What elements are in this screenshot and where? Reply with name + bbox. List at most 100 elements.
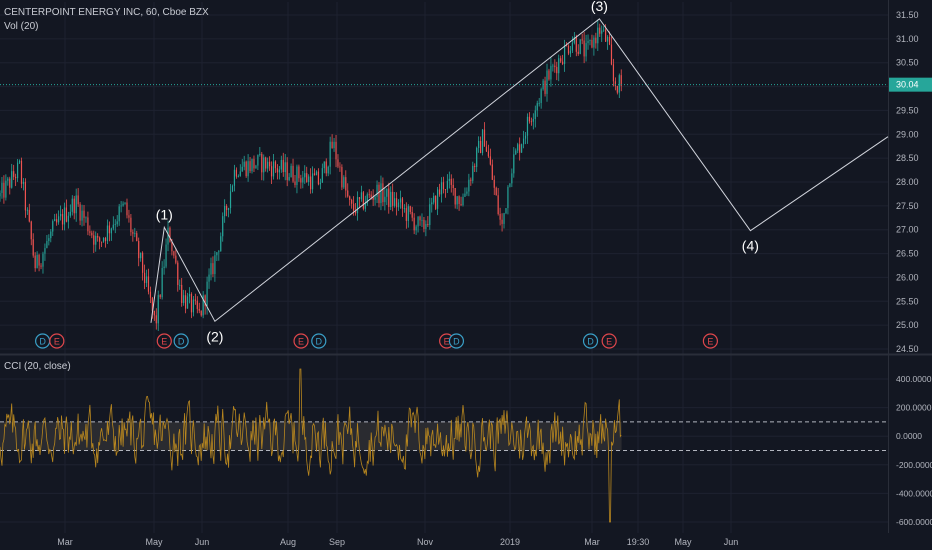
event-letter: E	[444, 337, 450, 347]
candle-body	[612, 64, 615, 82]
event-circle	[156, 333, 172, 349]
event-letter: E	[161, 337, 167, 347]
time-tick-label: May	[674, 537, 692, 547]
candle-body	[485, 146, 488, 152]
candle-body	[231, 185, 234, 192]
candle-body	[544, 80, 546, 94]
candle-body	[593, 37, 595, 48]
candle-body	[282, 159, 284, 173]
candle-body	[142, 252, 144, 273]
candle-body	[63, 207, 66, 225]
candle-body	[442, 182, 445, 190]
candle-body	[190, 293, 193, 313]
candle-body	[509, 183, 511, 187]
candle-body	[179, 284, 181, 286]
candle-body	[433, 195, 435, 203]
candle-body	[128, 215, 130, 218]
cci-legend[interactable]: CCI (20, close)	[4, 361, 71, 372]
dividend-event-badge: D	[582, 333, 599, 349]
candle-body	[366, 194, 368, 204]
candle-body	[464, 193, 466, 197]
dividend-event-badge: D	[448, 333, 465, 349]
candle-body	[565, 45, 568, 47]
cci-tick-label: -400.0000	[896, 488, 932, 498]
candle-body	[591, 40, 593, 48]
candle-body	[245, 161, 247, 177]
candle-body	[71, 198, 73, 212]
event-circle	[448, 333, 465, 349]
candle-body	[540, 89, 542, 103]
candle-body	[567, 45, 570, 54]
candle-body	[308, 176, 310, 182]
candle-body	[77, 195, 79, 205]
candle-body	[524, 135, 527, 139]
candle-body	[229, 191, 232, 209]
candle-body	[421, 219, 423, 221]
dividend-event-badge: D	[173, 333, 189, 349]
candle-body	[354, 210, 357, 214]
candle-body	[122, 203, 124, 206]
candle-body	[130, 217, 132, 233]
candle-body	[120, 205, 122, 207]
candle-body	[267, 161, 269, 169]
grid-lines	[0, 2, 888, 533]
dividend-event-badge: D	[35, 333, 51, 349]
candle-body	[15, 176, 17, 179]
candle-body	[356, 197, 359, 214]
candle-body	[474, 165, 476, 167]
candle-body	[206, 281, 208, 307]
price-tick-label: 28.50	[896, 153, 919, 163]
candle-body	[110, 228, 112, 234]
candle-body	[237, 175, 239, 177]
earnings-event-badge: E	[601, 333, 617, 349]
candle-body	[56, 219, 58, 223]
candle-body	[296, 166, 298, 186]
candle-body	[618, 75, 620, 93]
symbol-legend[interactable]: CENTERPOINT ENERGY INC, 60, Cboe BZX	[4, 7, 209, 18]
event-letter: D	[39, 337, 46, 347]
candle-body	[290, 165, 292, 178]
cci-tick-label: 400.0000	[896, 374, 932, 384]
candle-body	[511, 173, 513, 184]
candle-body	[505, 208, 507, 214]
candle-body	[620, 75, 622, 86]
time-tick-label: Mar	[584, 537, 600, 547]
candle-body	[411, 211, 413, 218]
event-letter: E	[606, 337, 612, 347]
candle-body	[99, 237, 101, 242]
candle-body	[587, 40, 589, 44]
price-tick-label: 27.00	[896, 225, 919, 235]
candle-body	[606, 36, 609, 42]
candle-body	[311, 173, 314, 190]
candle-body	[212, 263, 214, 275]
candle-body	[175, 255, 177, 263]
candle-body	[503, 213, 505, 224]
candle-body	[585, 43, 587, 57]
time-tick-label: Sep	[329, 537, 345, 547]
candle-body	[0, 192, 1, 197]
candle-body	[134, 233, 136, 234]
candle-body	[91, 232, 93, 236]
candle-body	[614, 81, 616, 86]
event-circle	[601, 333, 617, 349]
candle-body	[159, 295, 161, 298]
event-letter: E	[707, 337, 713, 347]
event-circle	[293, 333, 309, 349]
candle-body	[3, 182, 5, 198]
price-tick-label: 30.50	[896, 58, 919, 68]
candle-body	[368, 194, 370, 196]
candle-body	[87, 217, 89, 232]
candle-body	[579, 39, 581, 54]
event-circle	[173, 333, 189, 349]
candle-body	[304, 173, 306, 178]
candle-body	[456, 196, 458, 205]
volume-legend[interactable]: Vol (20)	[4, 21, 39, 32]
candle-body	[450, 178, 452, 185]
candle-body	[204, 295, 206, 307]
candle-body	[333, 141, 335, 149]
candle-body	[9, 178, 11, 188]
candle-body	[605, 29, 607, 42]
candle-body	[184, 295, 187, 309]
candle-body	[251, 158, 253, 172]
